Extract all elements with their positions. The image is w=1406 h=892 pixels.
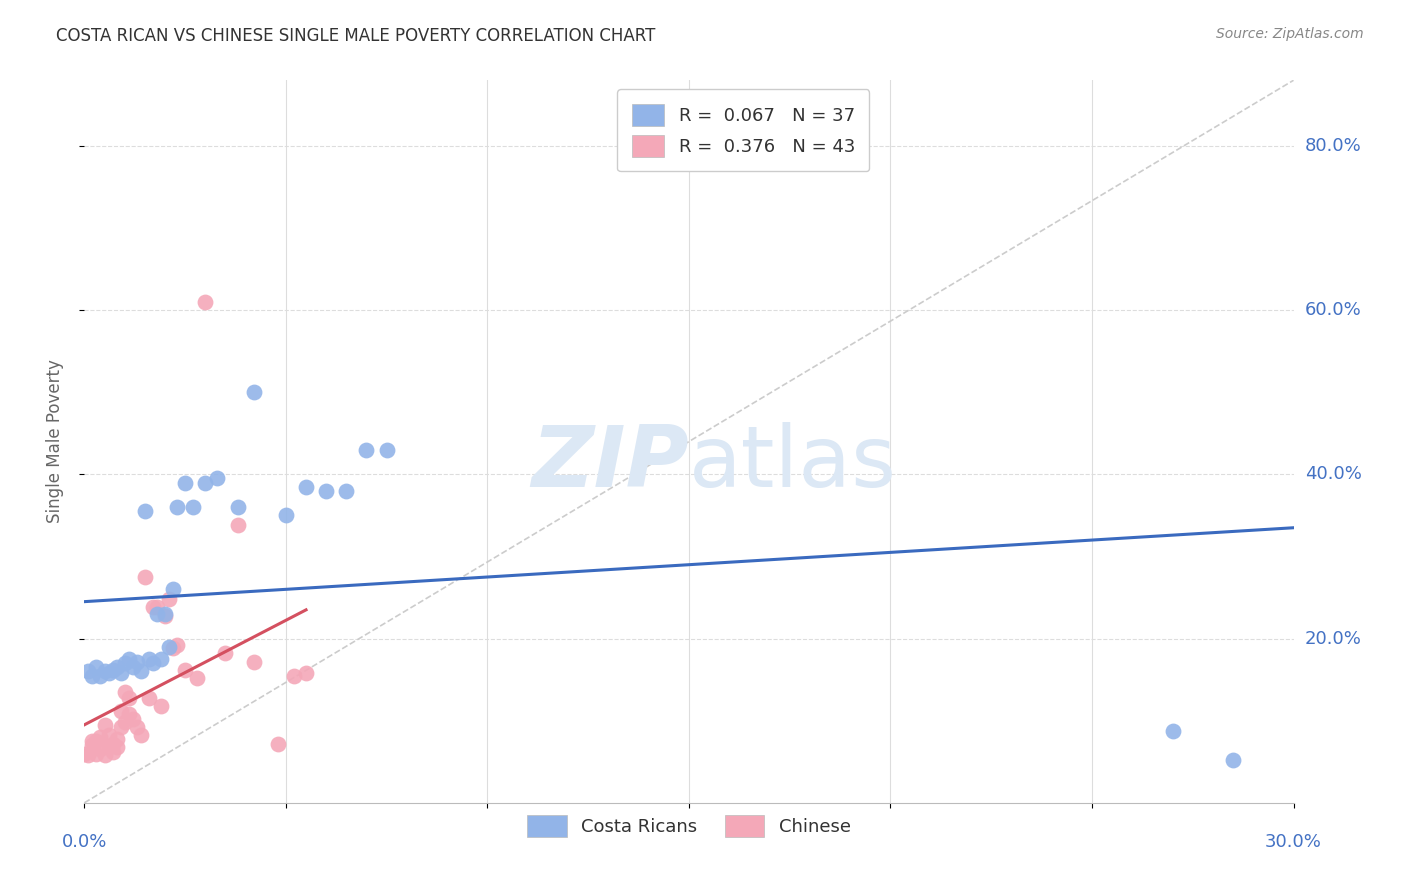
Point	[295, 666, 318, 681]
Point	[162, 582, 184, 597]
Point	[134, 504, 156, 518]
Point	[82, 734, 104, 748]
Text: ZIP: ZIP	[531, 422, 689, 505]
Point	[121, 712, 143, 726]
Point	[186, 671, 208, 685]
Point	[1222, 753, 1244, 767]
Point	[89, 742, 111, 756]
Text: 40.0%: 40.0%	[1305, 466, 1361, 483]
Point	[335, 483, 357, 498]
Point	[110, 720, 132, 734]
Point	[93, 665, 115, 679]
Point	[166, 500, 188, 515]
Point	[375, 442, 398, 457]
Point	[118, 707, 141, 722]
Point	[174, 663, 197, 677]
Point	[121, 660, 143, 674]
Point	[77, 665, 100, 679]
Point	[149, 652, 172, 666]
Point	[149, 698, 172, 713]
Text: COSTA RICAN VS CHINESE SINGLE MALE POVERTY CORRELATION CHART: COSTA RICAN VS CHINESE SINGLE MALE POVER…	[56, 27, 655, 45]
Point	[134, 570, 156, 584]
Point	[114, 715, 136, 730]
Point	[114, 685, 136, 699]
Point	[86, 734, 108, 748]
Point	[89, 668, 111, 682]
Point	[82, 739, 104, 753]
Point	[242, 385, 264, 400]
Point	[97, 729, 120, 743]
Point	[214, 646, 236, 660]
Point	[101, 745, 124, 759]
Point	[207, 471, 229, 485]
Point	[142, 600, 165, 615]
Point	[1161, 723, 1184, 738]
Point	[97, 666, 120, 681]
Point	[157, 640, 180, 654]
Point	[105, 660, 128, 674]
Point	[146, 607, 169, 621]
Point	[157, 592, 180, 607]
Point	[153, 607, 176, 621]
Point	[82, 668, 104, 682]
Point	[295, 480, 318, 494]
Text: 80.0%: 80.0%	[1305, 137, 1361, 155]
Y-axis label: Single Male Poverty: Single Male Poverty	[45, 359, 63, 524]
Legend: Costa Ricans, Chinese: Costa Ricans, Chinese	[520, 808, 858, 845]
Point	[77, 748, 100, 763]
Point	[93, 718, 115, 732]
Text: 0.0%: 0.0%	[62, 833, 107, 851]
Point	[125, 655, 148, 669]
Point	[73, 747, 96, 761]
Point	[356, 442, 378, 457]
Point	[105, 739, 128, 754]
Point	[274, 508, 297, 523]
Text: 60.0%: 60.0%	[1305, 301, 1361, 319]
Point	[181, 500, 204, 515]
Point	[86, 660, 108, 674]
Point	[105, 731, 128, 746]
Point	[97, 739, 120, 754]
Point	[242, 655, 264, 669]
Point	[146, 600, 169, 615]
Point	[194, 475, 217, 490]
Text: Source: ZipAtlas.com: Source: ZipAtlas.com	[1216, 27, 1364, 41]
Point	[267, 737, 290, 751]
Point	[86, 747, 108, 761]
Point	[93, 748, 115, 763]
Text: 20.0%: 20.0%	[1305, 630, 1361, 648]
Point	[110, 704, 132, 718]
Point	[283, 668, 305, 682]
Point	[142, 657, 165, 671]
Point	[153, 608, 176, 623]
Point	[162, 641, 184, 656]
Point	[194, 295, 217, 310]
Text: 30.0%: 30.0%	[1265, 833, 1322, 851]
Point	[315, 483, 337, 498]
Point	[129, 665, 152, 679]
Point	[226, 500, 249, 515]
Text: atlas: atlas	[689, 422, 897, 505]
Point	[118, 690, 141, 705]
Point	[101, 737, 124, 751]
Point	[174, 475, 197, 490]
Point	[101, 663, 124, 677]
Point	[114, 657, 136, 671]
Point	[166, 638, 188, 652]
Point	[226, 518, 249, 533]
Point	[89, 730, 111, 744]
Point	[138, 652, 160, 666]
Point	[110, 666, 132, 681]
Point	[129, 729, 152, 743]
Point	[125, 720, 148, 734]
Point	[118, 652, 141, 666]
Point	[138, 690, 160, 705]
